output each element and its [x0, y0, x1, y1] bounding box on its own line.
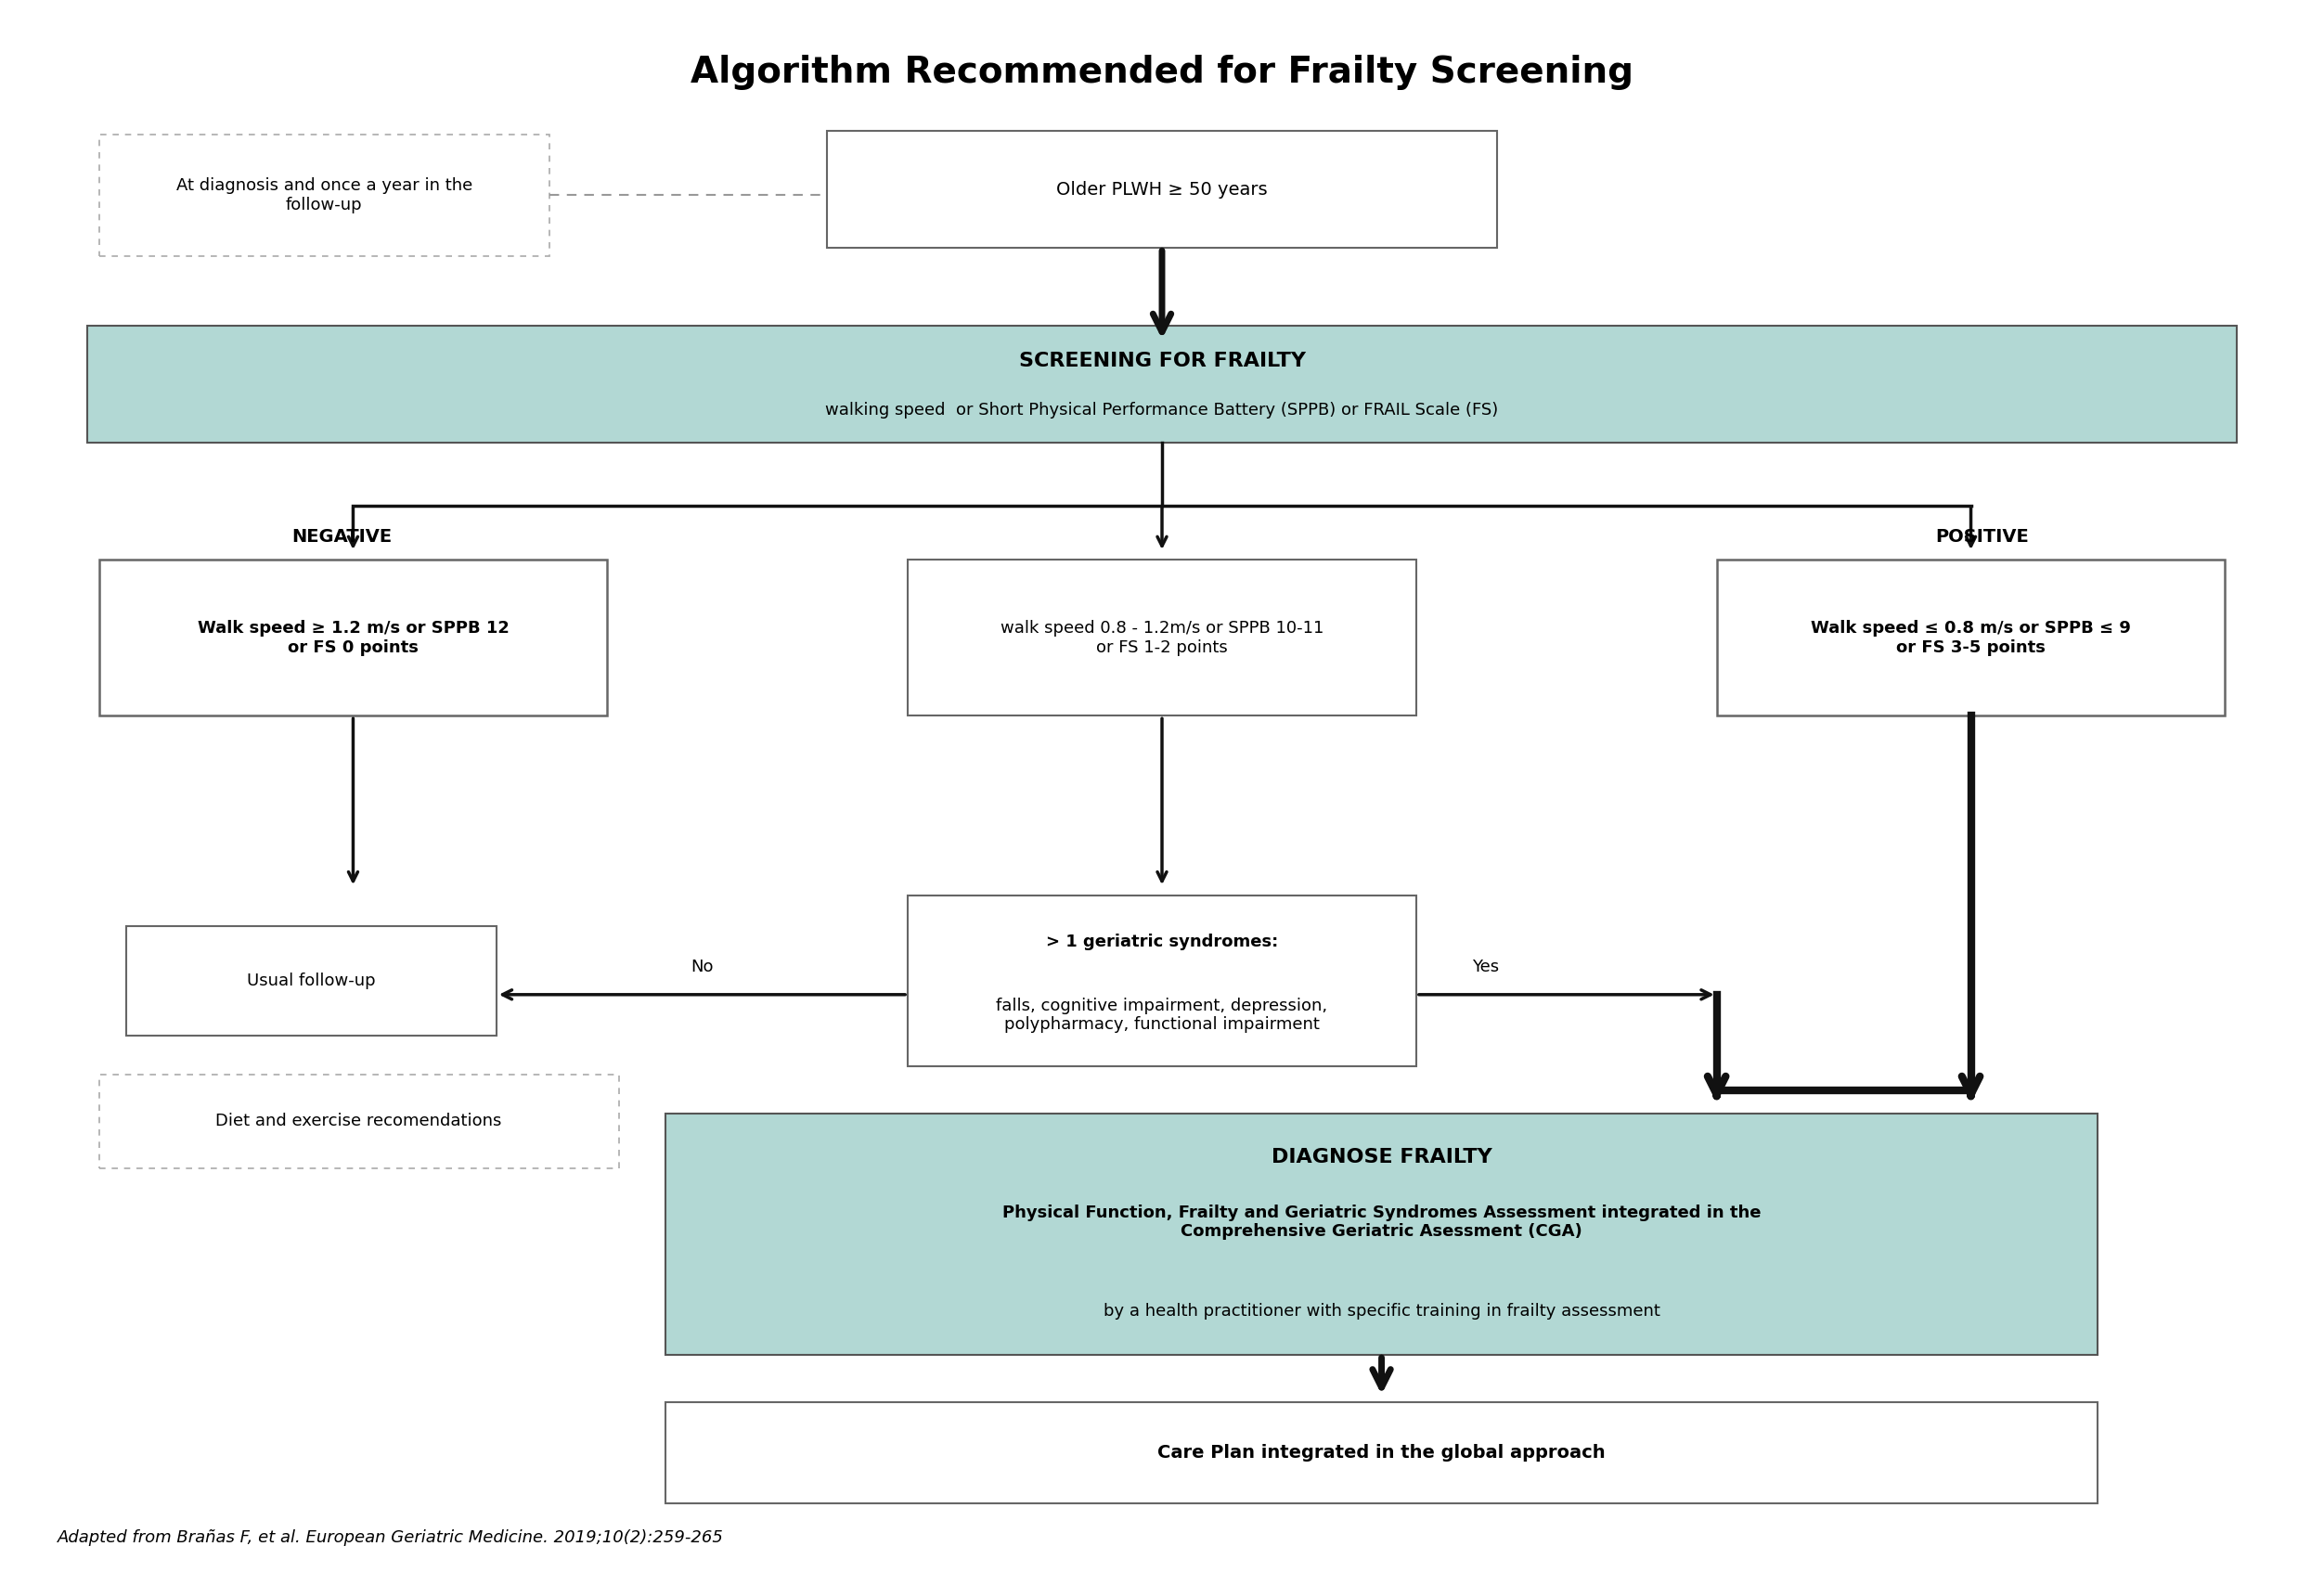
Text: Walk speed ≤ 0.8 m/s or SPPB ≤ 9
or FS 3-5 points: Walk speed ≤ 0.8 m/s or SPPB ≤ 9 or FS 3… — [1810, 619, 2131, 656]
Text: falls, cognitive impairment, depression,
polypharmacy, functional impairment: falls, cognitive impairment, depression,… — [997, 997, 1327, 1033]
Text: Diet and exercise recomendations: Diet and exercise recomendations — [216, 1113, 502, 1130]
FancyBboxPatch shape — [1717, 560, 2224, 715]
FancyBboxPatch shape — [665, 1113, 2099, 1355]
FancyBboxPatch shape — [909, 560, 1415, 715]
Text: Older PLWH ≥ 50 years: Older PLWH ≥ 50 years — [1057, 181, 1267, 198]
Text: by a health practitioner with specific training in frailty assessment: by a health practitioner with specific t… — [1104, 1303, 1659, 1320]
Text: Walk speed ≥ 1.2 m/s or SPPB 12
or FS 0 points: Walk speed ≥ 1.2 m/s or SPPB 12 or FS 0 … — [198, 619, 509, 656]
Text: walking speed  or Short Physical Performance Battery (SPPB) or FRAIL Scale (FS): walking speed or Short Physical Performa… — [825, 402, 1499, 418]
Text: Yes: Yes — [1471, 959, 1499, 975]
Text: POSITIVE: POSITIVE — [1936, 528, 2029, 545]
Text: Care Plan integrated in the global approach: Care Plan integrated in the global appro… — [1157, 1443, 1606, 1462]
FancyBboxPatch shape — [100, 134, 548, 256]
FancyBboxPatch shape — [665, 1402, 2099, 1503]
FancyBboxPatch shape — [100, 560, 607, 715]
Text: Adapted from Brañas F, et al. European Geriatric Medicine. 2019;10(2):259-265: Adapted from Brañas F, et al. European G… — [58, 1530, 723, 1545]
FancyBboxPatch shape — [125, 926, 497, 1036]
FancyBboxPatch shape — [827, 130, 1497, 248]
Text: > 1 geriatric syndromes:: > 1 geriatric syndromes: — [1046, 934, 1278, 949]
Text: SCREENING FOR FRAILTY: SCREENING FOR FRAILTY — [1018, 352, 1306, 371]
Text: Physical Function, Frailty and Geriatric Syndromes Assessment integrated in the
: Physical Function, Frailty and Geriatric… — [1002, 1204, 1762, 1240]
Text: At diagnosis and once a year in the
follow-up: At diagnosis and once a year in the foll… — [177, 178, 472, 214]
Text: NEGATIVE: NEGATIVE — [290, 528, 393, 545]
Text: No: No — [690, 959, 713, 975]
Text: Usual follow-up: Usual follow-up — [246, 973, 376, 989]
Text: DIAGNOSE FRAILTY: DIAGNOSE FRAILTY — [1271, 1148, 1492, 1166]
FancyBboxPatch shape — [100, 1074, 618, 1168]
FancyBboxPatch shape — [88, 325, 2236, 443]
FancyBboxPatch shape — [909, 894, 1415, 1067]
Text: walk speed 0.8 - 1.2m/s or SPPB 10-11
or FS 1-2 points: walk speed 0.8 - 1.2m/s or SPPB 10-11 or… — [999, 619, 1325, 656]
Text: Algorithm Recommended for Frailty Screening: Algorithm Recommended for Frailty Screen… — [690, 55, 1634, 90]
